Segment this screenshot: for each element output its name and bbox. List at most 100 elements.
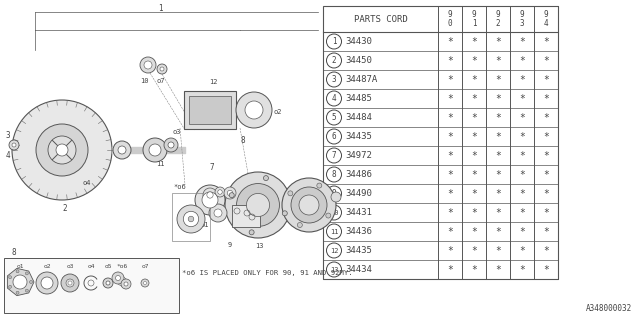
- Circle shape: [16, 270, 19, 273]
- Text: *: *: [519, 170, 525, 180]
- Bar: [189, 96, 231, 124]
- Text: *: *: [543, 188, 549, 198]
- Polygon shape: [8, 268, 34, 296]
- Text: 3: 3: [6, 131, 10, 140]
- Text: *: *: [471, 113, 477, 123]
- Text: *: *: [543, 170, 549, 180]
- Text: *: *: [543, 113, 549, 123]
- Circle shape: [207, 192, 213, 198]
- Circle shape: [149, 144, 161, 156]
- Text: *: *: [543, 245, 549, 255]
- Circle shape: [41, 277, 53, 289]
- Text: 4: 4: [332, 94, 336, 103]
- Text: *: *: [447, 150, 453, 161]
- Text: *: *: [495, 113, 501, 123]
- Circle shape: [113, 141, 131, 159]
- Circle shape: [168, 142, 174, 148]
- Circle shape: [12, 100, 112, 200]
- Circle shape: [218, 190, 222, 194]
- Text: 34435: 34435: [345, 246, 372, 255]
- Circle shape: [112, 272, 124, 284]
- Text: *: *: [519, 36, 525, 46]
- Text: 34486: 34486: [345, 170, 372, 179]
- Text: 3: 3: [332, 75, 336, 84]
- Text: 34434: 34434: [345, 265, 372, 274]
- Text: *: *: [447, 36, 453, 46]
- Text: 13: 13: [330, 267, 339, 273]
- Circle shape: [291, 187, 327, 223]
- Circle shape: [124, 282, 128, 286]
- Text: *: *: [471, 75, 477, 84]
- Text: *: *: [471, 207, 477, 218]
- Text: *: *: [519, 132, 525, 141]
- Circle shape: [8, 276, 12, 279]
- Text: *: *: [495, 150, 501, 161]
- Text: o7: o7: [141, 263, 148, 268]
- Text: *: *: [495, 93, 501, 103]
- Circle shape: [282, 211, 287, 216]
- Circle shape: [115, 276, 120, 281]
- Circle shape: [264, 176, 268, 180]
- Circle shape: [106, 281, 110, 285]
- Text: *: *: [447, 265, 453, 275]
- Text: 9: 9: [228, 242, 232, 248]
- Text: *: *: [471, 245, 477, 255]
- Text: *: *: [471, 265, 477, 275]
- Text: 34972: 34972: [345, 151, 372, 160]
- Circle shape: [237, 184, 280, 227]
- Text: *: *: [519, 265, 525, 275]
- Text: 10: 10: [330, 210, 339, 215]
- Circle shape: [68, 281, 72, 285]
- Circle shape: [214, 209, 222, 217]
- Text: 2: 2: [332, 56, 336, 65]
- Text: 1: 1: [157, 4, 163, 12]
- Bar: [172, 193, 210, 241]
- Text: *: *: [495, 245, 501, 255]
- Bar: [232, 205, 260, 227]
- Text: 9
1: 9 1: [472, 10, 476, 28]
- Text: 13: 13: [255, 243, 263, 249]
- Text: *: *: [519, 245, 525, 255]
- Text: *: *: [495, 75, 501, 84]
- Text: 34430: 34430: [345, 37, 372, 46]
- Circle shape: [143, 282, 147, 284]
- Text: o1: o1: [201, 222, 209, 228]
- Text: *: *: [543, 93, 549, 103]
- Text: *: *: [471, 36, 477, 46]
- Text: *: *: [495, 36, 501, 46]
- Text: *: *: [543, 75, 549, 84]
- Text: o3: o3: [67, 263, 74, 268]
- Text: *: *: [447, 227, 453, 236]
- Circle shape: [56, 144, 68, 156]
- Circle shape: [177, 205, 205, 233]
- Circle shape: [141, 279, 149, 287]
- Text: 34490: 34490: [345, 189, 372, 198]
- Text: *: *: [471, 55, 477, 66]
- Text: *: *: [495, 132, 501, 141]
- Text: *: *: [519, 227, 525, 236]
- Circle shape: [236, 92, 272, 128]
- Text: *: *: [471, 93, 477, 103]
- Text: 11: 11: [156, 161, 164, 167]
- Circle shape: [225, 172, 291, 238]
- Text: *: *: [471, 132, 477, 141]
- Circle shape: [121, 279, 131, 289]
- Text: *: *: [543, 36, 549, 46]
- Circle shape: [36, 272, 58, 294]
- Circle shape: [224, 187, 236, 199]
- Text: 8: 8: [12, 247, 16, 257]
- Text: 4: 4: [6, 150, 10, 159]
- Text: *: *: [447, 55, 453, 66]
- Text: *: *: [543, 227, 549, 236]
- Circle shape: [9, 140, 19, 150]
- Circle shape: [29, 281, 33, 284]
- Circle shape: [118, 146, 126, 154]
- Circle shape: [160, 67, 164, 71]
- Text: 6: 6: [296, 205, 300, 214]
- Text: 6: 6: [332, 132, 336, 141]
- Text: *: *: [543, 265, 549, 275]
- Circle shape: [246, 194, 269, 217]
- Circle shape: [48, 136, 76, 164]
- Circle shape: [103, 278, 113, 288]
- Text: o3: o3: [173, 129, 181, 135]
